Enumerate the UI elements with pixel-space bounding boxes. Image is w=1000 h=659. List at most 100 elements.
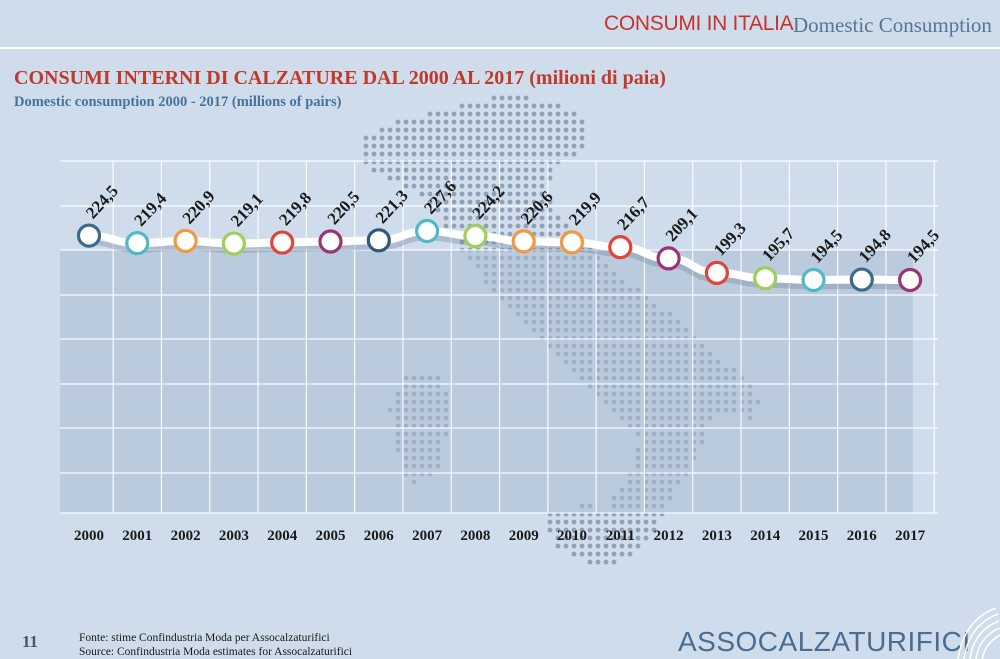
map-dot xyxy=(499,167,505,173)
map-dot xyxy=(547,143,553,149)
map-dot xyxy=(411,183,417,189)
map-dot xyxy=(459,151,465,157)
map-dot xyxy=(379,159,385,165)
map-dot xyxy=(547,215,553,221)
map-dot xyxy=(459,207,465,213)
map-dot xyxy=(475,111,481,117)
map-dot xyxy=(483,103,489,109)
map-dot xyxy=(635,543,641,549)
map-dot xyxy=(507,95,513,101)
x-tick-label: 2000 xyxy=(74,528,104,544)
map-dot xyxy=(627,535,633,541)
map-dot xyxy=(515,207,521,213)
map-dot xyxy=(483,183,489,189)
map-dot xyxy=(547,223,553,229)
map-dot xyxy=(579,551,585,557)
map-dot xyxy=(523,207,529,213)
map-dot xyxy=(539,127,545,133)
map-dot xyxy=(499,143,505,149)
map-dot xyxy=(579,519,585,525)
map-dot xyxy=(443,135,449,141)
chart-title: CONSUMI INTERNI DI CALZATURE DAL 2000 AL… xyxy=(14,67,666,89)
map-dot xyxy=(435,119,441,125)
map-dot xyxy=(435,127,441,133)
map-dot xyxy=(411,151,417,157)
data-point-marker xyxy=(801,267,826,293)
map-dot xyxy=(467,183,473,189)
map-dot xyxy=(419,175,425,181)
map-dot xyxy=(475,143,481,149)
map-dot xyxy=(459,191,465,197)
map-dot xyxy=(427,135,433,141)
map-dot xyxy=(539,223,545,229)
map-dot xyxy=(459,143,465,149)
map-dot xyxy=(387,143,393,149)
map-dot xyxy=(515,111,521,117)
map-dot xyxy=(507,151,513,157)
map-dot xyxy=(451,191,457,197)
map-dot xyxy=(515,175,521,181)
map-dot xyxy=(507,223,513,229)
map-dot xyxy=(427,151,433,157)
map-dot xyxy=(555,143,561,149)
map-dot xyxy=(571,119,577,125)
map-dot xyxy=(547,199,553,205)
map-dot xyxy=(539,167,545,173)
map-dot xyxy=(635,535,641,541)
map-dot xyxy=(547,127,553,133)
map-dot xyxy=(379,135,385,141)
x-tick-label: 2016 xyxy=(847,528,878,544)
map-dot xyxy=(523,215,529,221)
map-dot xyxy=(499,199,505,205)
map-dot xyxy=(587,543,593,549)
map-dot xyxy=(499,95,505,101)
map-dot xyxy=(507,199,513,205)
map-dot xyxy=(483,127,489,133)
map-dot xyxy=(483,223,489,229)
map-dot xyxy=(523,199,529,205)
map-dot xyxy=(427,159,433,165)
map-dot xyxy=(363,159,369,165)
map-dot xyxy=(523,103,529,109)
map-dot xyxy=(627,543,633,549)
map-dot xyxy=(579,143,585,149)
data-label: 220,6 xyxy=(517,187,557,228)
brand-logo-icon xyxy=(957,607,1000,659)
map-dot xyxy=(499,127,505,133)
map-dot xyxy=(435,183,441,189)
map-dot xyxy=(403,127,409,133)
map-dot xyxy=(435,199,441,205)
map-dot xyxy=(563,135,569,141)
map-dot xyxy=(387,159,393,165)
data-label: 219,4 xyxy=(130,189,170,230)
map-dot xyxy=(491,95,497,101)
map-dot xyxy=(555,111,561,117)
map-dot xyxy=(491,175,497,181)
map-dot xyxy=(651,519,657,525)
map-dot xyxy=(547,167,553,173)
map-dot xyxy=(571,111,577,117)
map-dot xyxy=(563,543,569,549)
map-dot xyxy=(379,127,385,133)
map-dot xyxy=(627,519,633,525)
map-dot xyxy=(443,175,449,181)
map-dot xyxy=(595,535,601,541)
data-point-marker xyxy=(318,229,343,254)
data-point-marker xyxy=(897,267,923,293)
data-label: 209,1 xyxy=(662,204,702,245)
data-label: 219,8 xyxy=(275,188,315,229)
map-dot xyxy=(507,191,513,197)
map-dot xyxy=(483,111,489,117)
map-dot xyxy=(371,167,377,173)
x-tick-label: 2004 xyxy=(267,528,298,544)
map-dot xyxy=(483,207,489,213)
map-dot xyxy=(483,151,489,157)
map-dot xyxy=(411,167,417,173)
map-dot xyxy=(371,135,377,141)
map-dot xyxy=(619,543,625,549)
map-dot xyxy=(483,143,489,149)
map-dot xyxy=(499,175,505,181)
map-dot xyxy=(419,191,425,197)
map-dot xyxy=(363,151,369,157)
map-dot xyxy=(563,143,569,149)
